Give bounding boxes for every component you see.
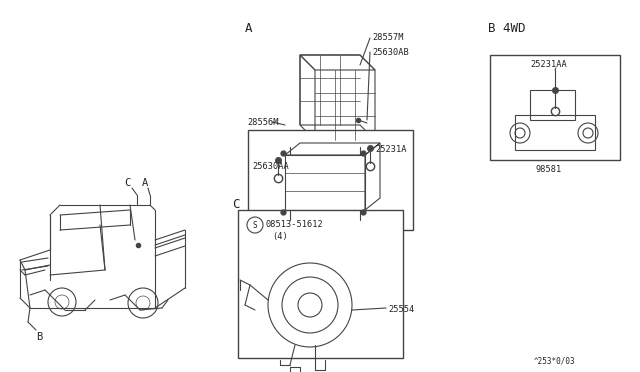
Text: S: S (253, 221, 257, 230)
Bar (238, 210, 403, 358)
Text: 25630AB: 25630AB (372, 48, 409, 57)
Text: 25231A: 25231A (375, 145, 406, 154)
Text: 28556M: 28556M (247, 118, 278, 127)
Text: 98581: 98581 (535, 165, 561, 174)
Text: A: A (245, 22, 253, 35)
Text: 25554: 25554 (388, 305, 414, 314)
Bar (248, 130, 413, 230)
Text: A: A (142, 178, 148, 188)
Text: B: B (36, 332, 42, 342)
Text: 25231AA: 25231AA (530, 60, 567, 69)
Text: C: C (124, 178, 130, 188)
Bar (490, 55, 620, 160)
Text: C: C (232, 198, 239, 211)
Text: 28557M: 28557M (372, 33, 403, 42)
Text: B 4WD: B 4WD (488, 22, 525, 35)
Text: 25630AA: 25630AA (252, 162, 289, 171)
Text: ^253*0/03: ^253*0/03 (533, 356, 575, 365)
Text: (4): (4) (272, 232, 288, 241)
Text: 08513-51612: 08513-51612 (265, 220, 323, 229)
